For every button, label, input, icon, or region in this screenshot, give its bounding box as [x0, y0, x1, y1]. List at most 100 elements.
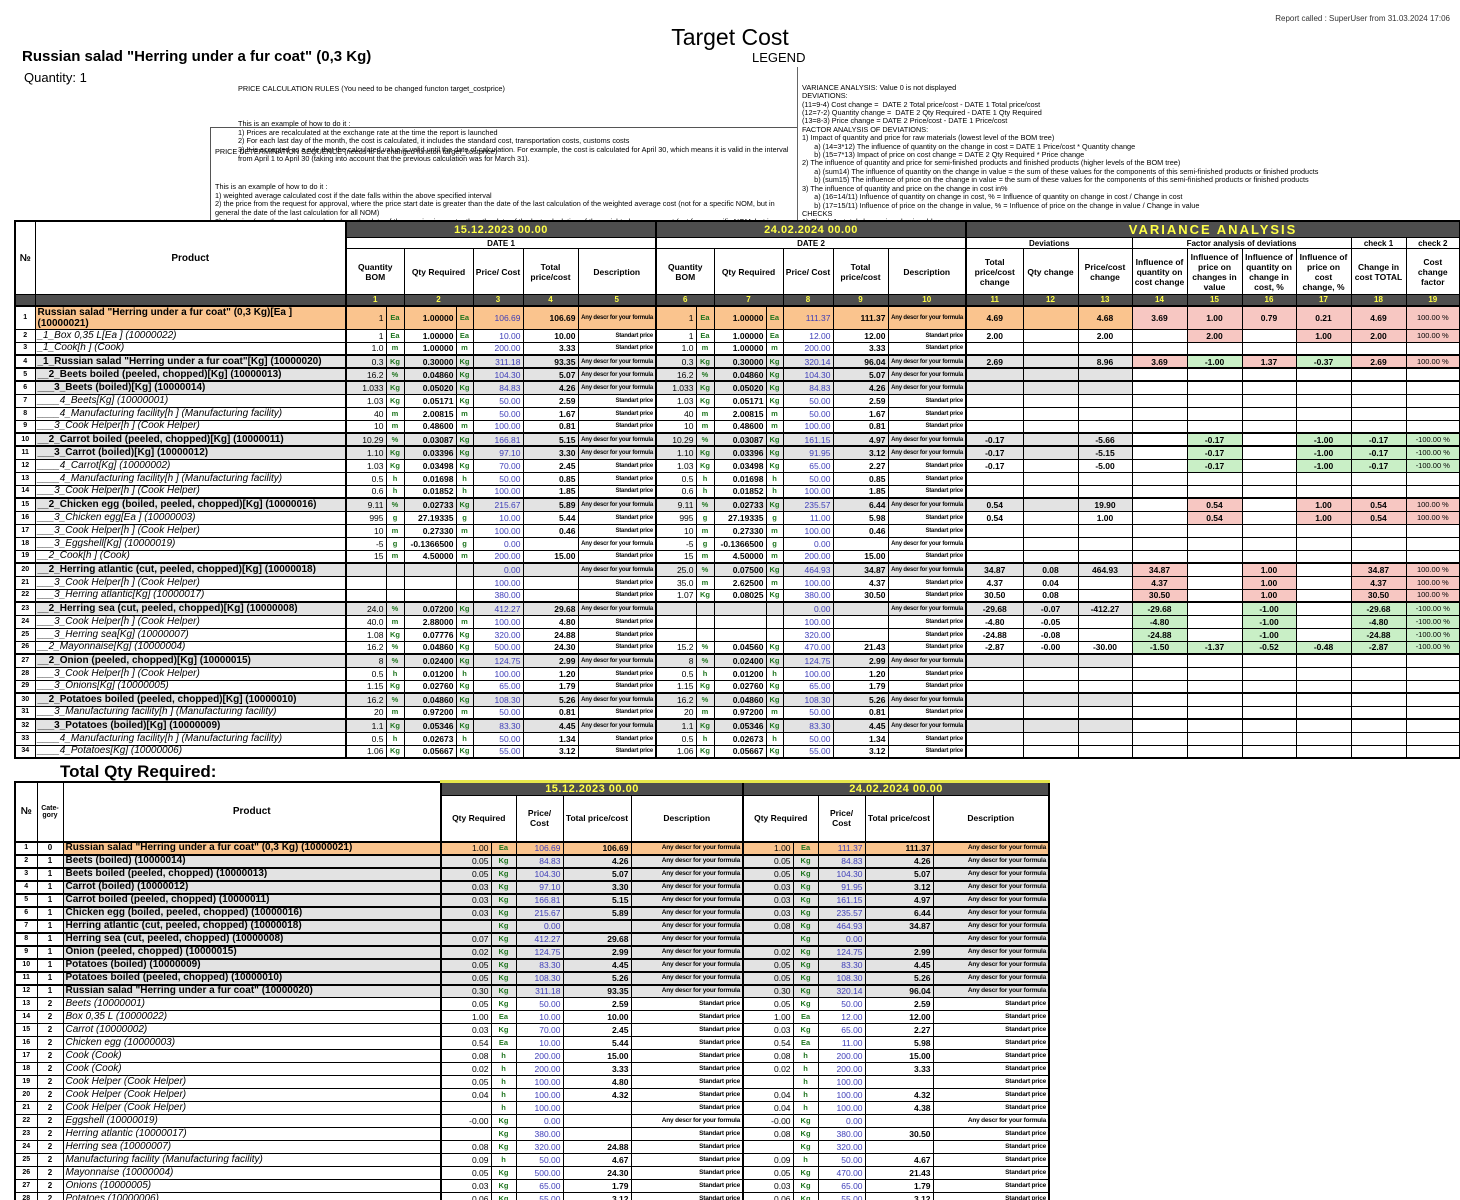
price-cost: 65.00: [782, 679, 834, 694]
qty-required: [742, 1140, 794, 1154]
bom-unit: Kg: [695, 718, 715, 733]
quantity-bom: 1: [345, 304, 387, 330]
product-name: __2_Beets boiled (peeled, chopped)[Kg] (…: [34, 367, 347, 382]
price-cost: 50.00: [782, 471, 834, 486]
total-qty-required-table: № Cate-gory Product 15.12.2023 00.00 24.…: [14, 780, 1051, 1200]
price-cost: 0.00: [817, 1114, 866, 1128]
total-price-cost: 5.89: [522, 497, 579, 512]
quantity-bom: 1.0: [655, 341, 697, 356]
row-number: 20: [14, 562, 36, 577]
variance-value: 4.68: [1077, 304, 1133, 330]
bom-unit: %: [385, 653, 405, 668]
price-cost: 12.00: [782, 328, 834, 343]
description: Standart price: [577, 523, 657, 538]
variance-value: [1022, 705, 1079, 720]
qty-unit: Kg: [490, 1127, 517, 1141]
qty-unit: Kg: [792, 997, 819, 1011]
variance-value: [1350, 484, 1407, 499]
total-price-cost: 4.97: [832, 432, 889, 447]
qty-required: 0.03: [742, 1023, 794, 1037]
qty-unit: Kg: [792, 1179, 819, 1193]
qty-unit: Ea: [792, 1036, 819, 1050]
total-price-cost: 93.35: [562, 983, 632, 998]
row-number: 17: [14, 523, 36, 538]
description: Standart price: [887, 627, 967, 642]
qty-required: [742, 931, 794, 946]
price-cost: 100.00: [472, 666, 524, 681]
col-number: 19: [1405, 294, 1460, 306]
qty-unit: Kg: [792, 1192, 819, 1200]
variance-value: -100.00 %: [1405, 640, 1460, 655]
variance-value: [965, 471, 1024, 486]
qty-required: 4.50000: [403, 549, 457, 564]
qty-unit: Kg: [455, 393, 474, 408]
qty-table-row: 21 2 Cook Helper (Cook Helper) h 100.00 Stand…: [14, 1101, 1050, 1115]
description: Standart price: [577, 471, 657, 486]
bom-table-row: 5 __2_Beets boiled (peeled, chopped)[Kg] …: [14, 367, 1460, 382]
variance-value: [1241, 471, 1297, 486]
bom-unit: Kg: [385, 627, 405, 642]
col-header-infl-qty-cost: Influence of quantity on cost change: [1131, 248, 1188, 295]
total-price-cost: 3.33: [522, 341, 579, 356]
total-price-cost: 0.81: [522, 419, 579, 434]
product-name: Onion (peeled, chopped) (10000015): [62, 944, 442, 959]
text-line: This is an example of how to do it :: [238, 118, 351, 128]
variance-value: -100.00 %: [1405, 458, 1460, 473]
total-price-cost: [864, 1140, 934, 1154]
qty-unit: h: [490, 1075, 517, 1089]
row-number: 28: [14, 1192, 38, 1200]
variance-value: [1241, 731, 1297, 746]
variance-value: [1131, 510, 1188, 525]
qty-unit: Ea: [792, 840, 819, 855]
product-name: Carrot (10000002): [62, 1023, 442, 1037]
bom-unit: h: [695, 484, 715, 499]
variance-value: [965, 705, 1024, 720]
qty-required: 1.00000: [403, 341, 457, 356]
variance-value: 0.54: [1350, 497, 1407, 512]
quantity-bom: 40.0: [345, 614, 387, 629]
bom-table-row: 2 _1_Box 0,35 L[Ea ] (10000022) 1 Ea 1.00000…: [14, 328, 1460, 343]
description: Standart price: [887, 341, 967, 356]
variance-value: [1241, 419, 1297, 434]
price-cost: 84.83: [472, 380, 524, 395]
description: Any descr for your formula: [932, 931, 1050, 946]
variance-value: [965, 666, 1024, 681]
variance-value: [1295, 562, 1352, 577]
col-header-product: Product: [34, 220, 347, 295]
col-number: 18: [1350, 294, 1407, 306]
description: Standart price: [577, 627, 657, 642]
bom-unit: %: [385, 432, 405, 447]
bom-unit: m: [695, 341, 715, 356]
total-price-cost: 1.34: [832, 731, 889, 746]
variance-value: 0.54: [1186, 510, 1243, 525]
description: Standart price: [932, 1062, 1050, 1076]
description: Standart price: [577, 705, 657, 720]
price-cost: 161.15: [782, 432, 834, 447]
variance-value: [1022, 549, 1079, 564]
qty-unit: h: [490, 1088, 517, 1102]
quantity-bom: 0.5: [655, 731, 697, 746]
qty-unit: Kg: [765, 458, 784, 473]
variance-value: [1077, 393, 1133, 408]
price-cost: 100.00: [817, 1075, 866, 1089]
product-name: ____4_Manufacturing facility[h ] (Manufa…: [34, 471, 347, 486]
variance-value: [1131, 406, 1188, 421]
variance-value: [1186, 666, 1243, 681]
variance-value: [1077, 627, 1133, 642]
total-price-cost: 3.12: [864, 1192, 934, 1200]
description: Standart price: [887, 705, 967, 720]
variance-value: 100.00 %: [1405, 588, 1460, 603]
qty-required: 0.05: [742, 866, 794, 881]
quantity-bom: 8: [655, 653, 697, 668]
product-name: ___3_Potatoes (boiled)[Kg] (10000009): [34, 718, 347, 733]
total-price-cost: 3.12: [522, 744, 579, 759]
product-name: ___3_Cook Helper[h ] (Cook Helper): [34, 614, 347, 629]
price-cost: 100.00: [782, 484, 834, 499]
variance-value: [1405, 549, 1460, 564]
col-number: 1: [345, 294, 405, 306]
description: Standart price: [577, 614, 657, 629]
qty-unit: Kg: [455, 367, 474, 382]
product-name: ____4_Beets[Kg] (10000001): [34, 393, 347, 408]
total-price-cost: 111.37: [864, 840, 934, 855]
qty-unit: Kg: [490, 957, 517, 972]
